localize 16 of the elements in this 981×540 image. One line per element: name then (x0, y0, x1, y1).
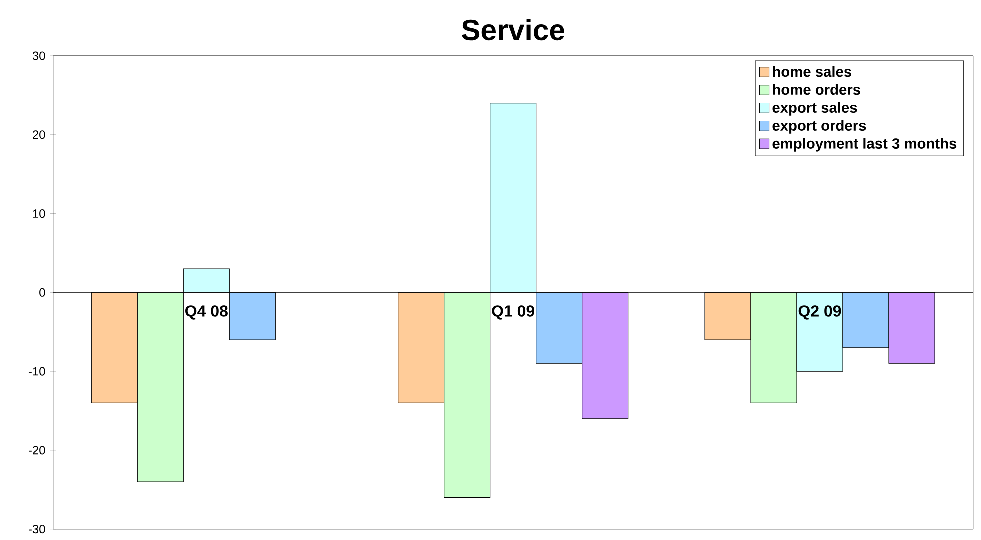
legend-label: home orders (773, 84, 860, 96)
y-tick-label: 30 (32, 52, 46, 60)
y-tick-label: -30 (28, 525, 46, 534)
legend-label: home sales (773, 66, 852, 78)
legend-label: employment last 3 months (772, 138, 957, 152)
x-tick-label: Q1 09 (492, 306, 535, 320)
legend-label: export orders (772, 120, 866, 134)
x-tick-label: Q4 08 (186, 306, 228, 320)
x-tick-label: Q2 09 (798, 306, 842, 320)
y-tick-label: 0 (40, 288, 46, 297)
y-tick-label: -20 (28, 446, 46, 455)
legend-label: export sales (772, 102, 858, 116)
y-tick-label: -10 (28, 367, 46, 376)
y-tick-label: 20 (33, 130, 46, 140)
chart-title: Service (462, 19, 565, 41)
y-tick-label: 10 (33, 210, 46, 218)
